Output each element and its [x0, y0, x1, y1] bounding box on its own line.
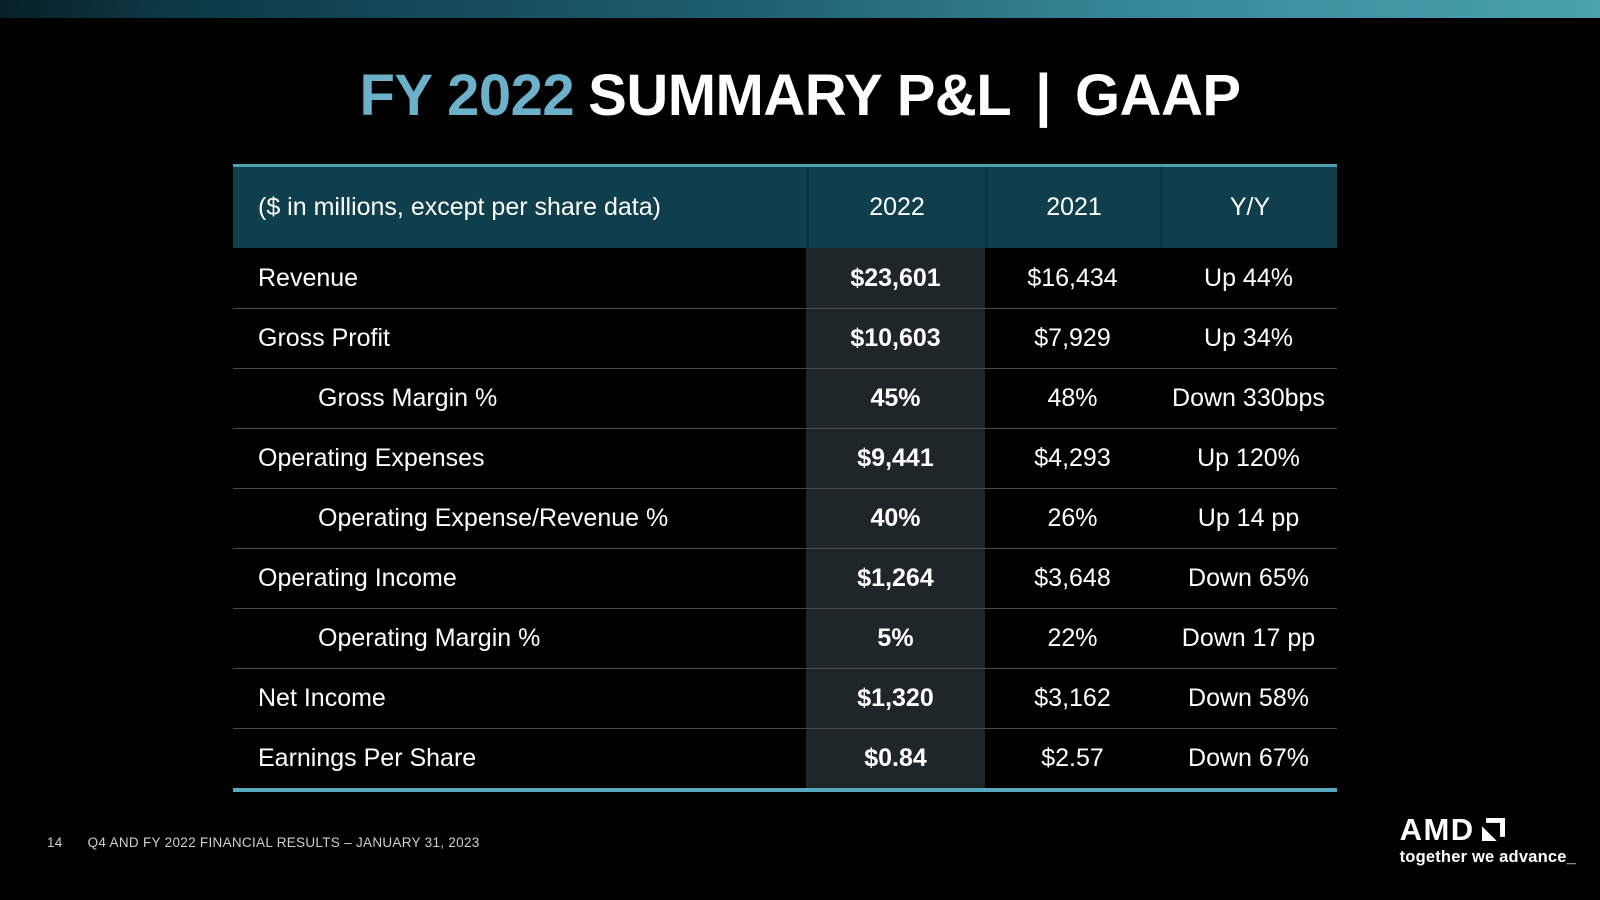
page-title: FY 2022 SUMMARY P&L | GAAP [0, 62, 1600, 129]
value-yoy: Down 330bps [1172, 384, 1325, 412]
row-label: Operating Margin % [318, 624, 541, 652]
row-label: Gross Profit [258, 324, 390, 352]
table-row: Operating Margin % 5% 22% Down 17 pp [233, 608, 1337, 668]
value-yoy: Down 65% [1188, 564, 1309, 592]
row-label: Earnings Per Share [258, 744, 477, 772]
value-2022: $10,603 [806, 309, 985, 368]
slide-footer: 14 Q4 AND FY 2022 FINANCIAL RESULTS – JA… [47, 835, 480, 850]
value-2022: 5% [806, 609, 985, 668]
header-col-2022: 2022 [806, 167, 985, 248]
value-2022: 45% [806, 369, 985, 428]
table-row: Gross Profit $10,603 $7,929 Up 34% [233, 308, 1337, 368]
table-header-row: ($ in millions, except per share data) 2… [233, 167, 1337, 248]
table-row: Net Income $1,320 $3,162 Down 58% [233, 668, 1337, 728]
amd-logo: AMD [1400, 814, 1576, 845]
value-2021: $4,293 [1034, 444, 1111, 472]
row-label: Revenue [258, 263, 359, 292]
value-2022: 40% [806, 489, 985, 548]
value-yoy: Up 14 pp [1197, 504, 1300, 532]
value-2021: $2.57 [1041, 744, 1104, 772]
pnl-table: ($ in millions, except per share data) 2… [233, 164, 1337, 792]
title-separator: | [1035, 63, 1051, 128]
brand-tagline: together we advance_ [1399, 848, 1576, 866]
value-2022: $1,264 [806, 549, 985, 608]
value-yoy: Down 58% [1188, 684, 1309, 712]
title-suffix: GAAP [1074, 63, 1241, 128]
table-row: Revenue $23,601 $16,434 Up 44% [233, 248, 1337, 308]
table-bottom-border [233, 788, 1337, 792]
table-row: Operating Expenses $9,441 $4,293 Up 120% [233, 428, 1337, 488]
value-yoy: Up 44% [1204, 263, 1293, 292]
value-2022: $23,601 [806, 248, 985, 308]
value-2021: 22% [1047, 624, 1098, 652]
value-yoy: Up 34% [1204, 324, 1293, 352]
value-yoy: Up 120% [1197, 444, 1300, 472]
header-col-2021: 2021 [985, 167, 1160, 248]
footer-caption: Q4 AND FY 2022 FINANCIAL RESULTS – JANUA… [87, 835, 480, 850]
row-label: Gross Margin % [318, 384, 498, 412]
table-row: Gross Margin % 45% 48% Down 330bps [233, 368, 1337, 428]
value-2021: $16,434 [1027, 263, 1118, 292]
header-label: ($ in millions, except per share data) [258, 193, 661, 221]
row-label: Operating Expenses [258, 444, 485, 472]
row-label: Operating Expense/Revenue % [318, 504, 669, 532]
table-row: Earnings Per Share $0.84 $2.57 Down 67% [233, 728, 1337, 788]
value-yoy: Down 17 pp [1181, 624, 1316, 652]
amd-arrow-icon [1481, 818, 1505, 841]
table-top-border [233, 164, 1337, 167]
brand-block: AMD together we advance_ [1400, 814, 1576, 867]
row-label: Net Income [258, 684, 386, 712]
top-accent-bar [0, 0, 1600, 18]
page-number: 14 [47, 835, 63, 850]
value-2021: $3,162 [1034, 684, 1111, 712]
value-2022: $0.84 [806, 729, 985, 788]
header-col-yoy: Y/Y [1160, 167, 1337, 248]
value-2021: $3,648 [1034, 564, 1111, 592]
amd-logo-text: AMD [1399, 812, 1475, 847]
table-row: Operating Expense/Revenue % 40% 26% Up 14 p… [233, 488, 1337, 548]
title-main: SUMMARY P&L [588, 63, 1012, 128]
value-2021: $7,929 [1034, 324, 1111, 352]
value-2022: $1,320 [806, 669, 985, 728]
value-yoy: Down 67% [1188, 744, 1309, 772]
value-2021: 48% [1047, 384, 1098, 412]
table-body: Revenue $23,601 $16,434 Up 44% Gross Profit $… [233, 248, 1337, 788]
title-highlight: FY 2022 [359, 63, 575, 128]
value-2021: 26% [1047, 504, 1098, 532]
value-2022: $9,441 [806, 429, 985, 488]
table-row: Operating Income $1,264 $3,648 Down 65% [233, 548, 1337, 608]
row-label: Operating Income [258, 564, 457, 592]
